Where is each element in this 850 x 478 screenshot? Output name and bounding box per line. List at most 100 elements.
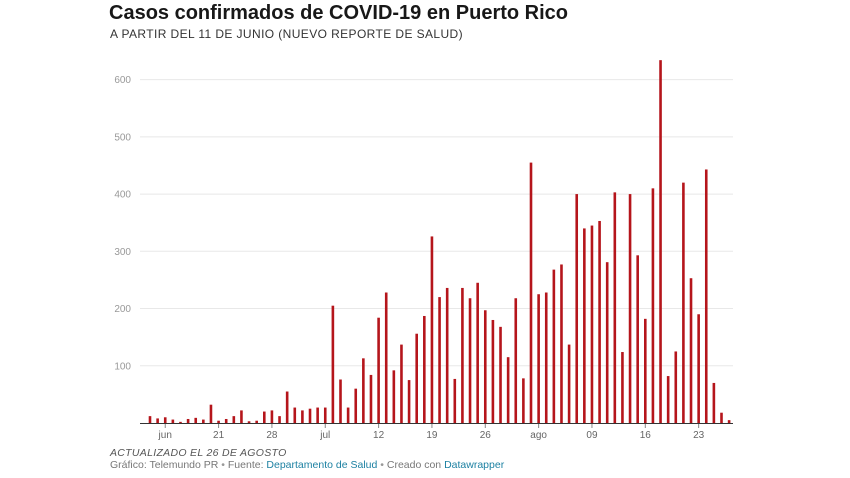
bar[interactable] — [461, 287, 464, 423]
separator: • — [380, 459, 384, 471]
bar[interactable] — [202, 419, 205, 423]
bar[interactable] — [331, 305, 335, 423]
bar[interactable] — [263, 411, 266, 423]
x-tick-label: ago — [530, 430, 547, 441]
bar[interactable] — [209, 404, 213, 423]
x-tick-label: 23 — [693, 430, 705, 441]
bar[interactable] — [415, 333, 418, 423]
bar[interactable] — [689, 278, 693, 423]
bar[interactable] — [171, 419, 175, 423]
chart-title: Casos confirmados de COVID-19 en Puerto … — [109, 2, 568, 24]
bar[interactable] — [628, 194, 632, 423]
bar[interactable] — [430, 236, 434, 423]
bar[interactable] — [514, 298, 518, 423]
bar[interactable] — [567, 344, 571, 423]
chart-subtitle: A PARTIR DEL 11 DE JUNIO (NUEVO REPORTE … — [110, 27, 464, 41]
source-label: Fuente: — [227, 459, 264, 471]
bar[interactable] — [346, 407, 350, 423]
bar[interactable] — [339, 379, 342, 424]
bar[interactable] — [644, 318, 647, 423]
x-tick-label: jun — [158, 430, 172, 441]
bar[interactable] — [255, 420, 258, 423]
bar[interactable] — [682, 182, 685, 423]
bar[interactable] — [179, 421, 182, 423]
bar[interactable] — [163, 417, 167, 423]
bar[interactable] — [369, 374, 373, 423]
bar[interactable] — [354, 388, 358, 423]
bar[interactable] — [445, 287, 449, 423]
bar[interactable] — [316, 407, 319, 423]
bar[interactable] — [499, 326, 502, 423]
bar[interactable] — [605, 262, 609, 423]
source-link[interactable]: Departamento de Salud — [266, 459, 378, 471]
created-label: Creado con — [386, 459, 442, 471]
credit-line: Gráfico: Telemundo PR • Fuente: Departam… — [110, 459, 504, 471]
y-tick-label: 300 — [114, 247, 131, 258]
x-tick-label: 26 — [480, 430, 492, 441]
bar[interactable] — [285, 391, 289, 423]
bar[interactable] — [323, 407, 327, 423]
bar[interactable] — [278, 416, 281, 423]
bar[interactable] — [697, 314, 700, 423]
bar[interactable] — [186, 418, 190, 423]
bar[interactable] — [537, 294, 540, 423]
bar[interactable] — [232, 416, 236, 423]
bar[interactable] — [552, 269, 556, 423]
bar[interactable] — [247, 421, 251, 423]
bar[interactable] — [621, 352, 624, 423]
bar[interactable] — [666, 376, 670, 423]
bar[interactable] — [293, 407, 297, 423]
bar[interactable] — [529, 162, 533, 423]
bar[interactable] — [423, 315, 426, 423]
bar[interactable] — [240, 410, 243, 423]
bar[interactable] — [704, 169, 708, 423]
bar[interactable] — [575, 194, 579, 423]
bar[interactable] — [476, 282, 479, 423]
grid-lines: 100 200 300 400 500 600 — [114, 75, 733, 372]
bar[interactable] — [712, 382, 716, 423]
bar[interactable] — [217, 420, 220, 423]
bar[interactable] — [194, 417, 198, 423]
x-tick-label: jul — [319, 430, 330, 441]
bar[interactable] — [483, 310, 487, 423]
bar[interactable] — [583, 228, 586, 423]
bar[interactable] — [506, 357, 510, 423]
y-tick-label: 600 — [114, 75, 131, 86]
bar[interactable] — [392, 370, 396, 423]
bar[interactable] — [727, 420, 731, 423]
bar[interactable] — [560, 264, 563, 423]
bar[interactable] — [224, 418, 228, 423]
datawrapper-link[interactable]: Datawrapper — [444, 459, 505, 471]
bar[interactable] — [308, 408, 312, 423]
bar[interactable] — [468, 298, 472, 423]
bar[interactable] — [270, 410, 274, 423]
bar[interactable] — [148, 416, 152, 423]
bar[interactable] — [659, 60, 662, 423]
bar[interactable] — [400, 344, 403, 423]
x-tick-label: 19 — [426, 430, 438, 441]
bar[interactable] — [651, 188, 655, 423]
bar-chart: 100 200 300 400 500 600 jun 21 28 jul 12 19 26 ago 09… — [114, 60, 733, 441]
credit-prefix: Gráfico: Telemundo PR — [110, 459, 219, 471]
y-tick-label: 400 — [114, 190, 131, 201]
bar[interactable] — [590, 225, 594, 423]
bar[interactable] — [674, 351, 678, 423]
separator: • — [221, 459, 225, 471]
bar[interactable] — [301, 410, 304, 423]
bar[interactable] — [720, 412, 723, 423]
bar[interactable] — [377, 317, 380, 423]
bar[interactable] — [453, 378, 457, 423]
x-axis-ticks: jun 21 28 jul 12 19 26 ago 09 16 23 — [158, 424, 705, 441]
x-tick-label: 12 — [373, 430, 385, 441]
bar[interactable] — [362, 358, 365, 423]
bar[interactable] — [544, 292, 548, 423]
bar[interactable] — [438, 297, 441, 423]
bar[interactable] — [598, 220, 601, 423]
bar[interactable] — [407, 380, 411, 423]
bar[interactable] — [491, 319, 495, 423]
bar[interactable] — [156, 418, 159, 423]
bar[interactable] — [522, 378, 525, 423]
bar[interactable] — [613, 192, 617, 423]
bar[interactable] — [636, 255, 639, 423]
bar[interactable] — [384, 292, 388, 423]
